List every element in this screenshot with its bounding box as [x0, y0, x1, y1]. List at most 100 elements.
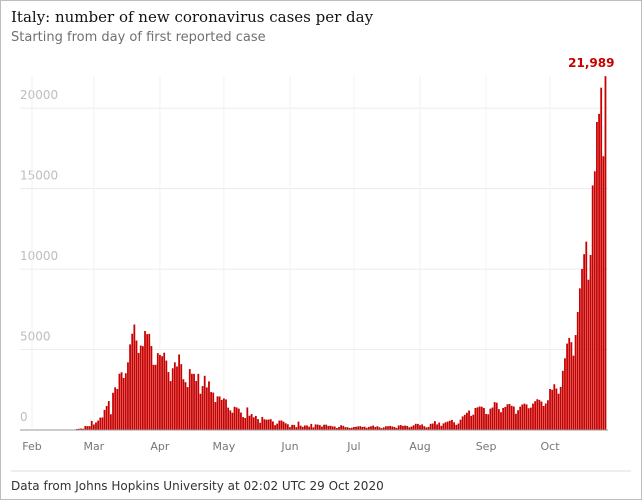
bar	[489, 408, 492, 430]
chart-subtitle: Starting from day of first reported case	[11, 30, 266, 45]
bar	[564, 358, 566, 430]
bar	[191, 373, 193, 430]
bar	[480, 406, 483, 430]
bar	[242, 417, 244, 430]
bar	[237, 408, 240, 430]
bar	[559, 386, 562, 430]
bar	[103, 409, 106, 430]
bar	[459, 419, 462, 430]
bar	[419, 425, 421, 430]
bar	[555, 388, 558, 430]
bar	[591, 185, 594, 430]
bar	[523, 403, 526, 430]
bar	[144, 330, 146, 430]
bar	[291, 424, 293, 430]
x-tick-label: Jul	[346, 440, 360, 453]
bar	[604, 76, 607, 430]
bar	[455, 424, 458, 430]
bar	[244, 418, 247, 430]
bar	[197, 373, 200, 430]
bar	[570, 342, 573, 430]
bar	[280, 420, 283, 430]
bar	[350, 427, 353, 430]
bar	[508, 403, 511, 430]
bar	[600, 87, 603, 430]
x-tick-label: Oct	[541, 440, 561, 453]
bar	[519, 406, 522, 430]
bar	[184, 382, 187, 430]
bar	[152, 364, 155, 430]
bar	[146, 334, 149, 430]
bar	[544, 403, 547, 430]
bar	[457, 423, 460, 430]
bar	[566, 343, 568, 430]
bar	[359, 426, 362, 430]
bar	[527, 408, 530, 430]
bar	[257, 419, 259, 430]
bar	[161, 356, 163, 430]
bar	[299, 425, 302, 430]
bar	[118, 373, 121, 430]
bar	[517, 410, 519, 430]
bar	[525, 404, 528, 430]
bar	[416, 423, 419, 430]
bar	[201, 386, 204, 430]
bar	[233, 406, 236, 430]
bar	[581, 268, 583, 430]
bar	[521, 404, 524, 430]
bar	[461, 416, 464, 430]
bar	[414, 423, 417, 430]
bar	[135, 340, 138, 430]
bar	[602, 156, 605, 430]
bar	[137, 352, 140, 430]
bar	[331, 426, 334, 430]
bar	[500, 412, 502, 430]
bar	[254, 415, 257, 430]
bar	[346, 427, 349, 430]
bar	[122, 377, 125, 430]
bar	[329, 425, 332, 430]
bar	[131, 333, 134, 430]
bar	[372, 425, 374, 430]
bar	[216, 396, 219, 430]
bar	[220, 399, 223, 430]
bar	[376, 426, 379, 430]
bar	[227, 407, 230, 430]
bar	[141, 346, 144, 430]
bar	[412, 425, 415, 430]
bar	[180, 364, 183, 430]
bar	[561, 370, 564, 430]
bar	[553, 384, 556, 430]
bar	[387, 426, 389, 430]
bar	[532, 403, 534, 430]
bar	[353, 426, 355, 430]
bar	[393, 426, 396, 430]
bar	[325, 424, 328, 430]
bar	[310, 423, 313, 430]
bar	[167, 372, 170, 430]
bar	[370, 426, 372, 430]
bar	[82, 428, 85, 430]
bar	[551, 389, 554, 430]
bar	[176, 366, 178, 430]
bar	[139, 345, 142, 430]
bar	[229, 410, 232, 430]
bar	[478, 406, 481, 430]
bar	[80, 428, 82, 430]
bar	[208, 381, 210, 430]
bar	[593, 171, 596, 430]
bar	[323, 424, 325, 430]
bar	[363, 426, 366, 430]
bar	[483, 408, 485, 430]
bar	[463, 414, 466, 430]
bar	[397, 425, 400, 430]
y-tick-label: 0	[20, 410, 28, 424]
bar	[596, 121, 598, 430]
bar	[295, 427, 298, 430]
bar	[410, 426, 413, 430]
bar	[210, 392, 212, 430]
bar	[429, 423, 432, 430]
bar	[286, 424, 289, 430]
